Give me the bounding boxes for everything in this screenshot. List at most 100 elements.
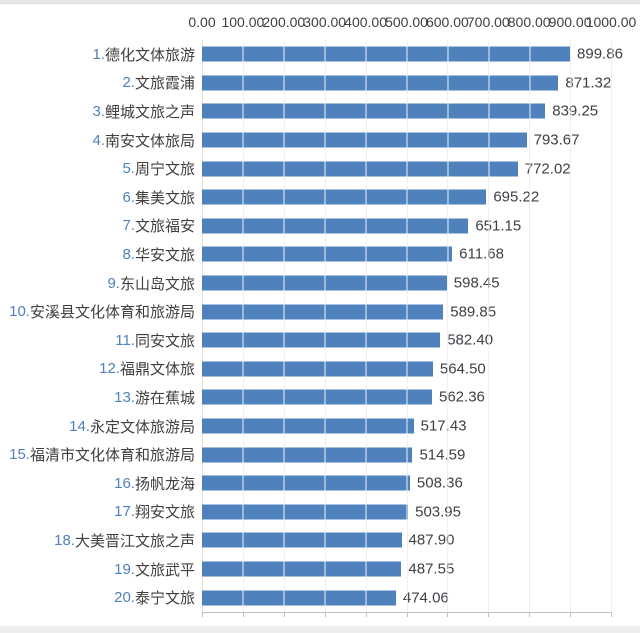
gridline-overlay [487,40,490,612]
gridline-overlay [406,40,408,612]
rank-number: 18. [54,531,75,549]
category-name: 德化文体旅游 [104,46,195,64]
rank-number: 20. [114,589,135,607]
bar [202,132,527,148]
value-label: 695.22 [493,188,540,206]
rank-number: 16. [114,474,135,492]
bar-row: 4. 南安文体旅局 793.67 [0,126,640,155]
category-name: 永定文体旅游局 [89,418,195,436]
bar-row: 8. 华安文旅 611.68 [0,240,640,269]
category-label: 20. 泰宁文旅 [0,583,202,612]
gridline [242,40,244,612]
category-name: 文旅武平 [134,561,195,579]
rank-number: 13. [114,388,135,406]
bottom-axis-tick [283,612,285,617]
category-label: 8. 华安文旅 [0,240,202,269]
bar [202,504,409,520]
gridline-overlay [283,40,286,612]
rank-number: 9. [107,274,120,292]
bar-row: 10. 安溪县文化体育和旅游局 589.85 [0,297,640,326]
x-tick-label: 200.00 [262,14,306,30]
bar [202,332,441,348]
category-label: 13. 游在蕉城 [0,383,202,412]
gridline [488,40,490,612]
value-label: 899.86 [577,45,623,63]
value-label: 611.68 [459,245,504,263]
value-label: 474.06 [402,589,449,607]
value-label: 582.40 [447,331,494,349]
value-label: 871.32 [565,74,612,92]
rank-number: 15. [9,446,30,464]
category-name: 翔安文旅 [134,504,195,522]
value-label: 589.85 [450,303,497,321]
gridline-overlay [528,40,531,612]
gridline [570,40,572,612]
x-tick-label: 900.00 [548,14,592,30]
value-label: 487.90 [408,531,455,549]
bar [202,418,414,434]
rank-number: 7. [122,217,135,235]
bar [202,532,402,548]
window-top-border [0,0,640,4]
rank-number: 11. [115,331,135,349]
rank-number: 10. [9,303,30,321]
bar-row: 9. 东山岛文旅 598.45 [0,269,640,298]
category-name: 文旅福安 [134,218,195,236]
value-label: 514.59 [419,446,466,464]
category-label: 3. 鲤城文旅之声 [0,97,202,126]
bar-row: 12. 福鼎文体旅 564.50 [0,355,640,384]
gridline [447,40,449,612]
gridline [202,40,203,612]
rank-number: 4. [92,131,105,149]
category-label: 11. 同安文旅 [0,326,202,355]
bar [202,46,571,62]
bar-row: 5. 周宁文旅 772.02 [0,154,640,183]
x-tick-label: 400.00 [344,14,388,30]
bar-row: 20. 泰宁文旅 474.06 [0,583,640,612]
bar-row: 1. 德化文体旅游 899.86 [0,40,640,69]
bottom-axis-tick [611,612,612,617]
window-bottom-border [0,626,640,633]
bar [202,218,469,234]
bar [202,447,413,463]
category-name: 集美文旅 [134,189,195,207]
category-name: 东山岛文旅 [119,275,195,293]
bar [202,75,559,91]
bar [202,304,444,320]
bar [202,590,396,606]
category-name: 周宁文旅 [134,161,195,179]
rank-number: 5. [122,160,135,178]
category-label: 6. 集美文旅 [0,183,202,212]
gridline [611,40,612,612]
value-label: 772.02 [524,160,571,178]
value-label: 562.36 [439,388,485,406]
bar [202,561,402,577]
category-label: 2. 文旅霞浦 [0,69,202,98]
bar-row: 17. 翔安文旅 503.95 [0,498,640,527]
rank-number: 8. [122,245,135,263]
category-name: 游在蕉城 [134,389,195,407]
x-tick-label: 1000.00 [585,14,637,30]
value-label: 598.45 [453,274,500,292]
category-name: 泰宁文旅 [134,590,195,608]
rank-number: 12. [99,360,120,378]
gridline-overlay [569,40,572,612]
category-name: 大美晋江文旅之声 [74,532,195,550]
bar-row: 16. 扬帆龙海 508.36 [0,469,640,498]
bar [202,275,447,291]
bar [202,103,546,119]
value-label: 793.67 [533,131,580,149]
bottom-axis-tick [242,612,244,617]
bottom-axis-tick [488,612,490,617]
value-label: 508.36 [416,474,463,492]
bar [202,246,453,262]
value-label: 564.50 [439,360,486,378]
category-name: 华安文旅 [134,246,195,264]
value-label: 517.43 [420,417,467,435]
gridline [406,40,408,612]
rank-number: 2. [122,74,135,92]
bar [202,389,432,405]
bottom-axis-tick [529,612,531,617]
